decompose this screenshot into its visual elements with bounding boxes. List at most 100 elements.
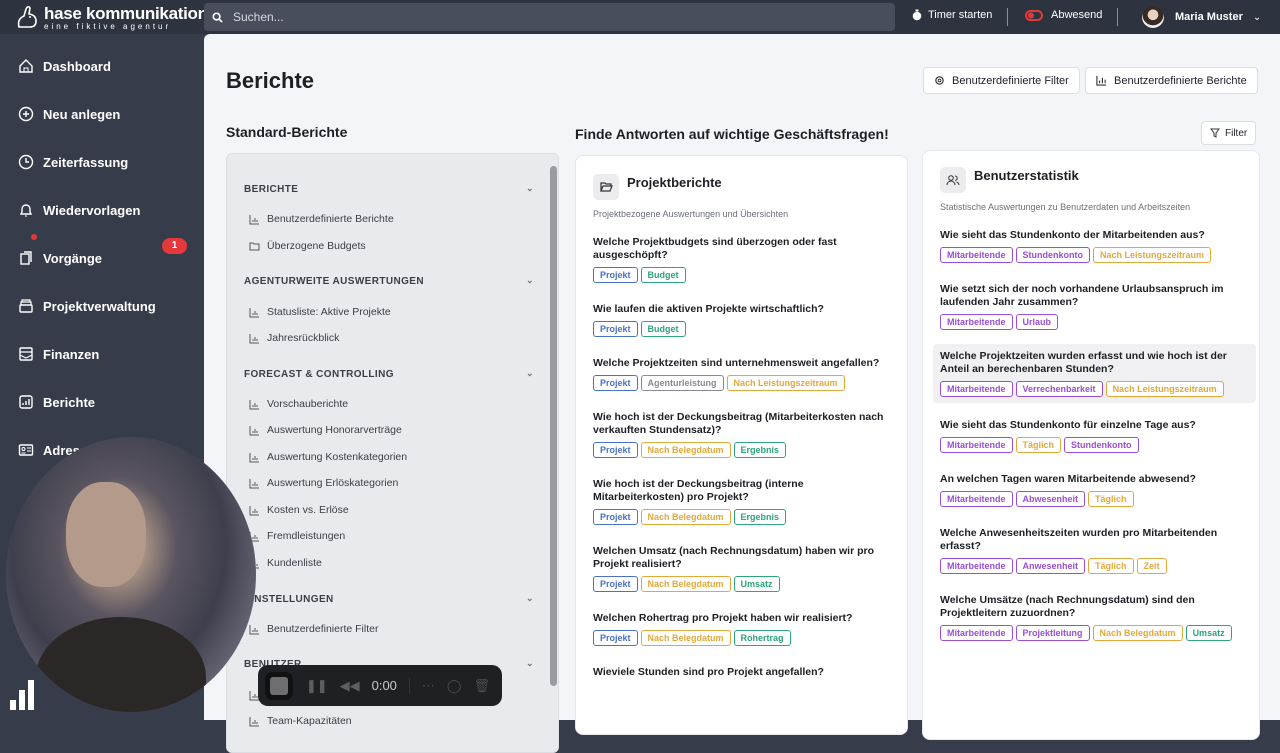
report-link[interactable]: Benutzerdefinierte Filter bbox=[249, 623, 378, 635]
tag-projekt[interactable]: Projekt bbox=[593, 321, 638, 337]
report-link[interactable]: Benutzerdefinierte Berichte bbox=[249, 213, 394, 225]
question-item[interactable]: Welche Anwesenheitszeiten wurden pro Mit… bbox=[940, 527, 1245, 574]
question-item[interactable]: Wieviele Stunden sind pro Projekt angefa… bbox=[593, 666, 893, 684]
tag-ergebnis[interactable]: Ergebnis bbox=[733, 509, 787, 525]
tag-projekt[interactable]: Projekt bbox=[593, 267, 638, 283]
tag-umsatz[interactable]: Umsatz bbox=[733, 576, 780, 592]
tag-nach-belegdatum[interactable]: Nach Belegdatum bbox=[640, 509, 731, 525]
report-link[interactable]: Auswertung Kostenkategorien bbox=[249, 451, 407, 463]
question-item[interactable]: Welche Projektzeiten wurden erfasst und … bbox=[933, 344, 1256, 403]
stop-icon[interactable] bbox=[270, 676, 288, 695]
status-label: Abwesend bbox=[1051, 9, 1103, 21]
tag-täglich[interactable]: Täglich bbox=[1088, 558, 1134, 574]
tag-täglich[interactable]: Täglich bbox=[1088, 491, 1134, 507]
pause-icon[interactable]: ❚❚ bbox=[305, 677, 328, 693]
trash-icon[interactable]: 🗑 bbox=[473, 677, 490, 693]
question-item[interactable]: Welche Projektzeiten sind unternehmenswe… bbox=[593, 357, 893, 391]
documents-icon bbox=[20, 251, 32, 265]
scrollbar[interactable] bbox=[550, 166, 557, 686]
report-link[interactable]: Kosten vs. Erlöse bbox=[249, 504, 349, 516]
tag-zeit[interactable]: Zeit bbox=[1136, 558, 1167, 574]
question-item[interactable]: Welche Umsätze (nach Rechnungsdatum) sin… bbox=[940, 594, 1245, 641]
question-item[interactable]: Wie laufen die aktiven Projekte wirtscha… bbox=[593, 303, 893, 337]
tag-budget[interactable]: Budget bbox=[640, 267, 686, 283]
report-link[interactable]: Vorschauberichte bbox=[249, 398, 348, 410]
tag-mitarbeitende[interactable]: Mitarbeitende bbox=[940, 314, 1013, 330]
section-header[interactable]: EINSTELLUNGEN ⌄ bbox=[244, 593, 534, 605]
tag-projekt[interactable]: Projekt bbox=[593, 442, 638, 458]
tag-nach-belegdatum[interactable]: Nach Belegdatum bbox=[1092, 625, 1183, 641]
question-item[interactable]: Wie setzt sich der noch vorhandene Urlau… bbox=[940, 283, 1245, 330]
rewind-icon[interactable]: ◀◀ bbox=[339, 677, 360, 693]
question-text: Welche Umsätze (nach Rechnungsdatum) sin… bbox=[940, 594, 1195, 619]
tag-verrechenbarkeit[interactable]: Verrechenbarkeit bbox=[1015, 381, 1103, 397]
sidebar-item-dashboard[interactable]: Dashboard bbox=[18, 58, 111, 74]
tag-nach-belegdatum[interactable]: Nach Belegdatum bbox=[640, 630, 731, 646]
restart-icon[interactable]: ◯ bbox=[446, 677, 462, 693]
grid-icon[interactable]: ⋯ bbox=[408, 677, 435, 694]
tag-mitarbeitende[interactable]: Mitarbeitende bbox=[940, 625, 1013, 641]
tag-projekt[interactable]: Projekt bbox=[593, 509, 638, 525]
tag-täglich[interactable]: Täglich bbox=[1015, 437, 1062, 453]
question-item[interactable]: Welchen Rohertrag pro Projekt haben wir … bbox=[593, 612, 893, 646]
tag-mitarbeitende[interactable]: Mitarbeitende bbox=[940, 247, 1013, 263]
tag-nach-leistungszeitraum[interactable]: Nach Leistungszeitraum bbox=[1093, 247, 1212, 263]
absence-toggle[interactable]: Abwesend bbox=[1025, 9, 1102, 21]
webcam-overlay bbox=[6, 437, 256, 712]
report-link[interactable]: Statusliste: Aktive Projekte bbox=[249, 306, 391, 318]
tag-anwesenheit[interactable]: Anwesenheit bbox=[1015, 558, 1086, 574]
tag-mitarbeitende[interactable]: Mitarbeitende bbox=[940, 491, 1013, 507]
tag-agenturleistung[interactable]: Agenturleistung bbox=[640, 375, 724, 391]
question-item[interactable]: Wie hoch ist der Deckungsbeitrag (Mitarb… bbox=[593, 411, 893, 458]
question-item[interactable]: Wie sieht das Stundenkonto der Mitarbeit… bbox=[940, 229, 1245, 263]
tag-mitarbeitende[interactable]: Mitarbeitende bbox=[940, 558, 1013, 574]
sidebar-item-berichte[interactable]: Berichte bbox=[18, 394, 95, 410]
tag-rohertrag[interactable]: Rohertrag bbox=[733, 630, 791, 646]
tag-stundenkonto[interactable]: Stundenkonto bbox=[1015, 247, 1091, 263]
section-header[interactable]: FORECAST & CONTROLLING ⌄ bbox=[244, 368, 534, 380]
tag-ergebnis[interactable]: Ergebnis bbox=[733, 442, 787, 458]
section-header[interactable]: BENUTZER ⌄ bbox=[244, 658, 534, 670]
tag-mitarbeitende[interactable]: Mitarbeitende bbox=[940, 437, 1013, 453]
tag-projekt[interactable]: Projekt bbox=[593, 630, 638, 646]
report-link[interactable]: Kundenliste bbox=[249, 557, 322, 569]
sidebar-item-zeiterfassung[interactable]: Zeiterfassung bbox=[18, 154, 128, 170]
sidebar-item-vorg-nge[interactable]: Vorgänge bbox=[18, 250, 102, 266]
tag-projekt[interactable]: Projekt bbox=[593, 576, 638, 592]
filter-button[interactable]: Filter bbox=[1201, 121, 1257, 145]
report-link[interactable]: Überzogene Budgets bbox=[249, 240, 366, 252]
sidebar-item-neu-anlegen[interactable]: Neu anlegen bbox=[18, 106, 120, 122]
tag-urlaub[interactable]: Urlaub bbox=[1015, 314, 1059, 330]
section-header[interactable]: BERICHTE ⌄ bbox=[244, 183, 534, 195]
tag-umsatz[interactable]: Umsatz bbox=[1185, 625, 1232, 641]
timer-start-button[interactable]: Timer starten bbox=[912, 9, 992, 21]
custom-reports-button[interactable]: Benutzerdefinierte Berichte bbox=[1085, 67, 1258, 94]
section-header[interactable]: AGENTURWEITE AUSWERTUNGEN ⌄ bbox=[244, 275, 534, 287]
question-item[interactable]: Welchen Umsatz (nach Rechnungsdatum) hab… bbox=[593, 545, 893, 592]
report-link[interactable]: Fremdleistungen bbox=[249, 530, 345, 542]
report-link[interactable]: Jahresrückblick bbox=[249, 332, 339, 344]
question-item[interactable]: Wie sieht das Stundenkonto für einzelne … bbox=[940, 419, 1245, 453]
question-item[interactable]: Wie hoch ist der Deckungsbeitrag (intern… bbox=[593, 478, 893, 525]
tag-projektleitung[interactable]: Projektleitung bbox=[1015, 625, 1090, 641]
sidebar-item-finanzen[interactable]: Finanzen bbox=[18, 346, 99, 362]
tag-mitarbeitende[interactable]: Mitarbeitende bbox=[940, 381, 1013, 397]
report-link[interactable]: Auswertung Honorarverträge bbox=[249, 424, 402, 436]
report-link[interactable]: Team-Kapazitäten bbox=[249, 715, 352, 727]
tag-nach-belegdatum[interactable]: Nach Belegdatum bbox=[640, 576, 731, 592]
tag-stundenkonto[interactable]: Stundenkonto bbox=[1064, 437, 1139, 453]
sidebar-item-wiedervorlagen[interactable]: Wiedervorlagen bbox=[18, 202, 140, 218]
custom-filter-button[interactable]: Benutzerdefinierte Filter bbox=[923, 67, 1080, 94]
question-item[interactable]: An welchen Tagen waren Mitarbeitende abw… bbox=[940, 473, 1245, 507]
sidebar-item-projektverwaltung[interactable]: Projektverwaltung bbox=[18, 298, 156, 314]
tag-nach-belegdatum[interactable]: Nach Belegdatum bbox=[640, 442, 731, 458]
tag-nach-leistungszeitraum[interactable]: Nach Leistungszeitraum bbox=[726, 375, 845, 391]
tag-nach-leistungszeitraum[interactable]: Nach Leistungszeitraum bbox=[1105, 381, 1224, 397]
tag-budget[interactable]: Budget bbox=[640, 321, 686, 337]
tag-abwesenheit[interactable]: Abwesenheit bbox=[1015, 491, 1086, 507]
tag-projekt[interactable]: Projekt bbox=[593, 375, 638, 391]
question-item[interactable]: Welche Projektbudgets sind überzogen ode… bbox=[593, 236, 893, 283]
user-menu[interactable]: Maria Muster ⌄ bbox=[1142, 6, 1261, 28]
report-link[interactable]: Auswertung Erlöskategorien bbox=[249, 477, 398, 489]
search-input[interactable]: Suchen... bbox=[204, 3, 895, 31]
